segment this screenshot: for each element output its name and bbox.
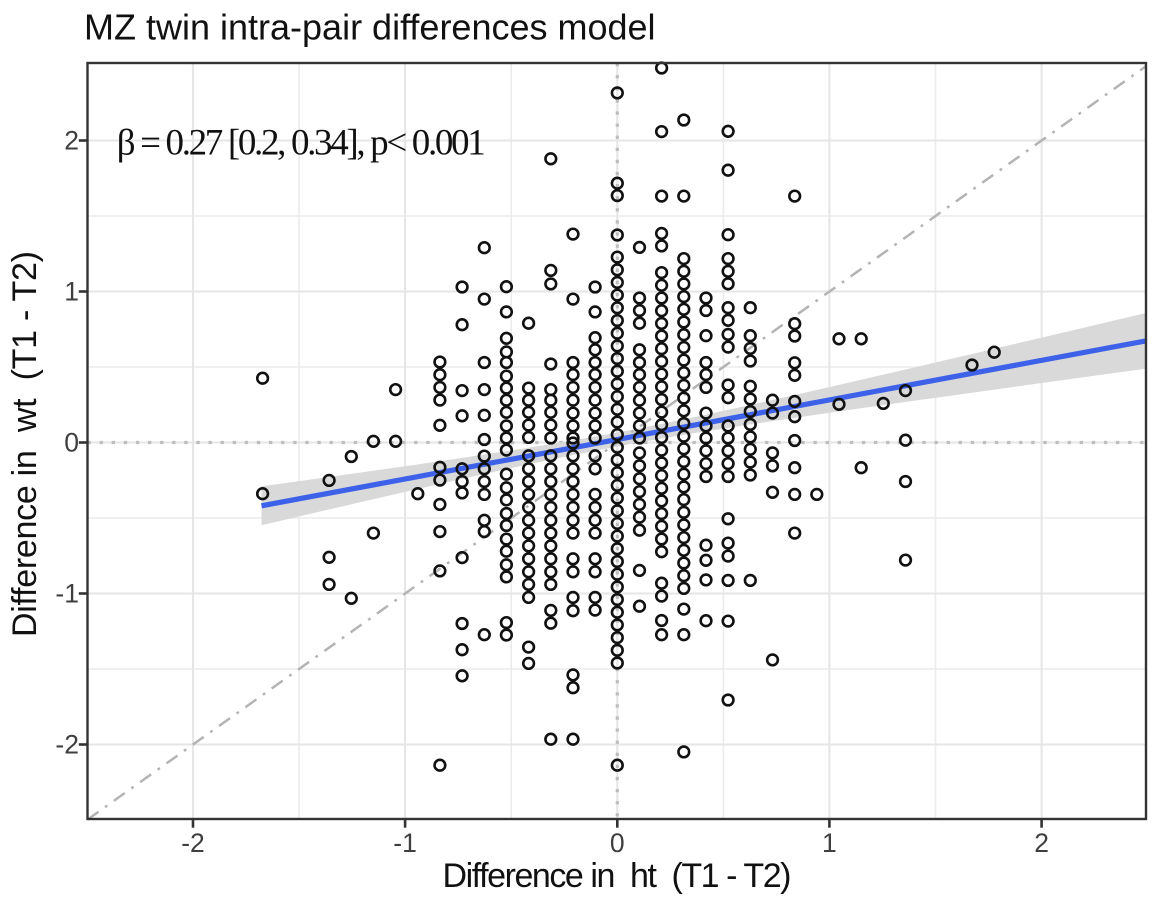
svg-text:Difference in ht (T1 - T2): Difference in ht (T1 - T2) — [443, 857, 792, 895]
svg-text:-2: -2 — [55, 730, 79, 760]
svg-text:2: 2 — [64, 126, 79, 156]
svg-text:MZ twin intra-pair differences: MZ twin intra-pair differences model — [84, 7, 656, 48]
svg-text:β = 0.27 [0.2, 0.34], p< 0.001: β = 0.27 [0.2, 0.34], p< 0.001 — [117, 123, 486, 164]
svg-text:-1: -1 — [55, 579, 79, 609]
svg-text:0: 0 — [64, 428, 79, 458]
svg-text:1: 1 — [822, 828, 837, 858]
svg-text:1: 1 — [64, 277, 79, 307]
svg-text:2: 2 — [1034, 828, 1049, 858]
svg-text:-2: -2 — [181, 828, 205, 858]
svg-text:Difference in wt (T1 - T2): Difference in wt (T1 - T2) — [6, 251, 44, 637]
svg-text:0: 0 — [610, 828, 625, 858]
svg-text:-1: -1 — [393, 828, 417, 858]
